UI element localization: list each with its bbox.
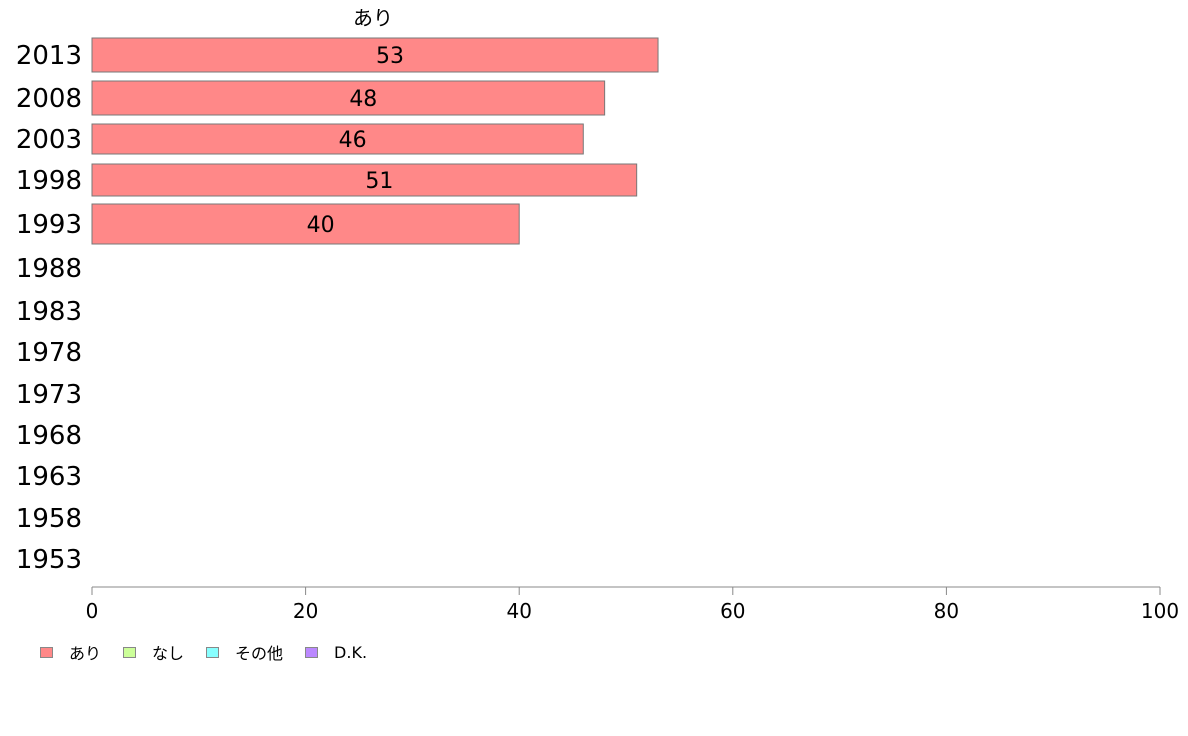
legend-item-1: なし bbox=[123, 640, 184, 664]
category-label-1953: 1953 bbox=[16, 545, 82, 575]
category-label-1978: 1978 bbox=[16, 338, 82, 368]
category-label-1968: 1968 bbox=[16, 421, 82, 451]
category-label-1958: 1958 bbox=[16, 504, 82, 534]
data-label-2003: 46 bbox=[339, 128, 367, 153]
legend: あり なし その他 D.K. bbox=[40, 640, 389, 664]
bar-1993-0 bbox=[91, 203, 520, 245]
bar-2008-0 bbox=[91, 80, 606, 116]
x-tick-label-40: 40 bbox=[506, 599, 531, 623]
legend-swatch bbox=[305, 646, 319, 658]
legend-label: その他 bbox=[235, 644, 284, 663]
category-label-1993: 1993 bbox=[16, 210, 82, 240]
data-label-1993: 40 bbox=[307, 213, 335, 238]
category-label-1983: 1983 bbox=[16, 297, 82, 327]
category-label-2003: 2003 bbox=[16, 125, 82, 155]
x-tick-label-100: 100 bbox=[1141, 599, 1179, 623]
category-label-1988: 1988 bbox=[16, 254, 82, 284]
legend-label: あり bbox=[69, 644, 102, 663]
data-label-2013: 53 bbox=[376, 44, 404, 69]
chart-title: あり bbox=[353, 6, 393, 30]
legend-item-3: D.K. bbox=[305, 643, 367, 662]
data-label-1998: 51 bbox=[365, 169, 393, 194]
legend-swatch bbox=[206, 646, 220, 658]
bar-1998-0 bbox=[91, 163, 638, 197]
data-label-2008: 48 bbox=[349, 87, 377, 112]
x-tick-label-0: 0 bbox=[86, 599, 99, 623]
legend-swatch bbox=[40, 646, 53, 658]
category-label-1963: 1963 bbox=[16, 462, 82, 492]
bar-2003-0 bbox=[91, 123, 584, 155]
x-tick-label-80: 80 bbox=[934, 599, 959, 623]
category-label-2013: 2013 bbox=[16, 41, 82, 71]
legend-label: D.K. bbox=[334, 642, 368, 662]
category-label-1998: 1998 bbox=[16, 166, 82, 196]
x-tick-label-60: 60 bbox=[720, 599, 745, 623]
legend-label: なし bbox=[152, 644, 185, 663]
legend-swatch bbox=[123, 646, 137, 658]
category-label-2008: 2008 bbox=[16, 84, 82, 114]
category-label-1973: 1973 bbox=[16, 380, 82, 410]
x-tick-label-20: 20 bbox=[293, 599, 318, 623]
legend-item-2: その他 bbox=[206, 640, 283, 664]
legend-item-0: あり bbox=[40, 640, 101, 664]
bar-2013-0 bbox=[91, 37, 659, 73]
